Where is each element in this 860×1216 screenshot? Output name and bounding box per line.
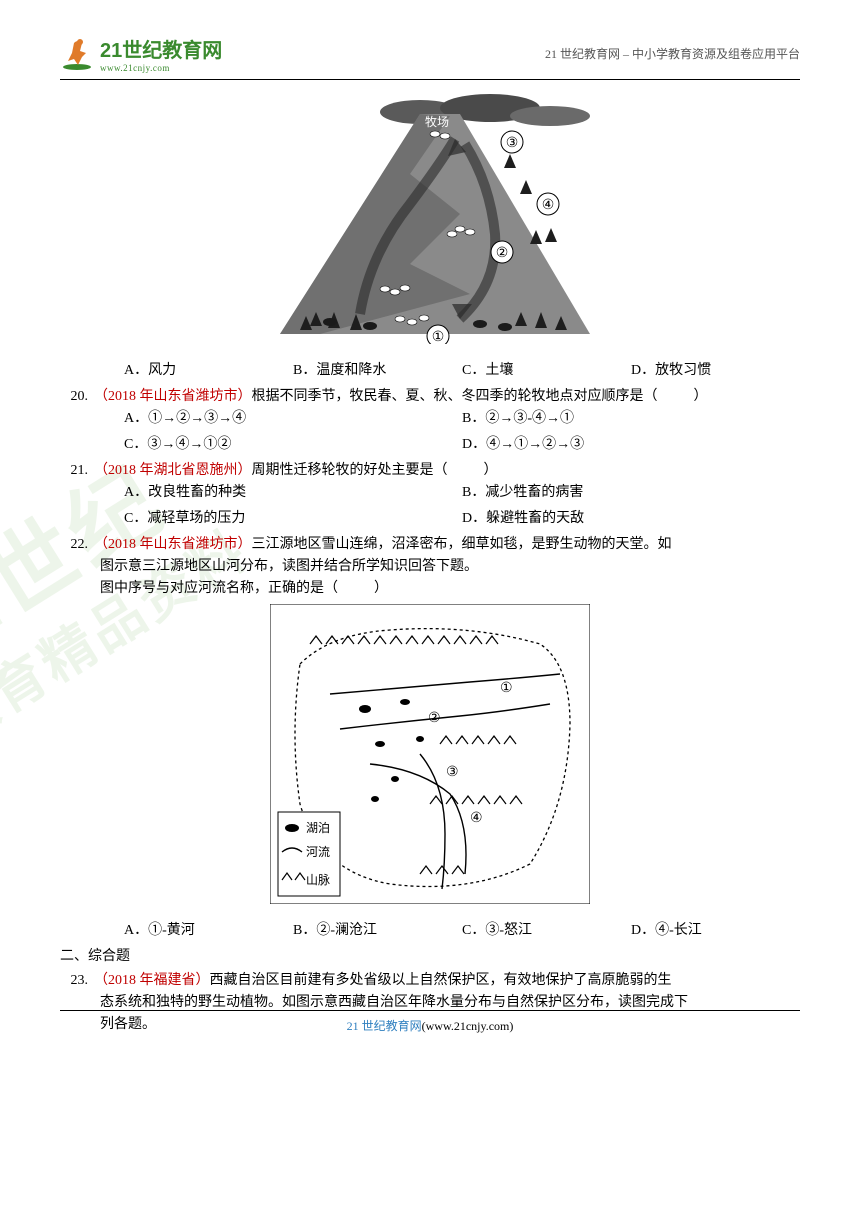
q22-opt-a: A．①-黄河 (124, 920, 293, 942)
svg-text:②: ② (428, 711, 441, 726)
q19-opt-a: A．风力 (124, 360, 293, 382)
svg-text:①: ① (500, 681, 513, 696)
q22-options: A．①-黄河 B．②-澜沧江 C．③-怒江 D．④-长江 (60, 920, 800, 942)
map-figure: ① ② ③ ④ 湖泊 河流 山脉 (60, 604, 800, 912)
q20-opt-d: D．④→①→②→③ (462, 434, 800, 456)
runner-icon (60, 37, 94, 71)
q20-opt-c: C．③→④→①② (124, 434, 462, 456)
q22-opt-c: C．③-怒江 (462, 920, 631, 942)
page-content: 21世纪教育网 www.21cnjy.com 21 世纪教育网 – 中小学教育资… (0, 0, 860, 1076)
svg-text:③: ③ (446, 765, 459, 780)
svg-text:④: ④ (542, 198, 555, 213)
q23-source: （2018 年福建省） (94, 973, 210, 988)
footer-name: 21 世纪教育网 (347, 1019, 422, 1033)
q23: 23. （2018 年福建省）西藏自治区目前建有多处省级以上自然保护区，有效地保… (60, 970, 800, 992)
svg-text:山脉: 山脉 (306, 872, 330, 887)
svg-text:④: ④ (470, 811, 483, 826)
q19-options: A．风力 B．温度和降水 C．土壤 D．放牧习惯 (60, 360, 800, 382)
q22-num: 22. (60, 534, 94, 556)
q21-text: 周期性迁移轮牧的好处主要是（ (252, 463, 448, 478)
logo-url: www.21cnjy.com (100, 63, 222, 73)
site-logo: 21世纪教育网 www.21cnjy.com (60, 34, 222, 73)
q19-opt-b: B．温度和降水 (293, 360, 462, 382)
q20-opt-b: B．②→③-④→① (462, 408, 800, 430)
q23-text1: 西藏自治区目前建有多处省级以上自然保护区，有效地保护了高原脆弱的生 (210, 973, 672, 988)
q20-num: 20. (60, 386, 94, 408)
q20-options-row1: A．①→②→③→④ B．②→③-④→① (60, 408, 800, 430)
svg-text:牧场: 牧场 (425, 115, 449, 129)
q21: 21. （2018 年湖北省恩施州）周期性迁移轮牧的好处主要是（） (60, 460, 800, 482)
svg-text:①: ① (432, 330, 445, 344)
q22-opt-b: B．②-澜沧江 (293, 920, 462, 942)
q19-opt-d: D．放牧习惯 (631, 360, 800, 382)
page-header: 21世纪教育网 www.21cnjy.com 21 世纪教育网 – 中小学教育资… (60, 34, 800, 80)
section-2-title: 二、综合题 (60, 946, 800, 968)
q22-source: （2018 年山东省潍坊市） (94, 537, 252, 552)
q21-opt-d: D．躲避牲畜的天敌 (462, 508, 800, 530)
q23-num: 23. (60, 970, 94, 992)
svg-text:②: ② (496, 246, 509, 261)
q22-opt-d: D．④-长江 (631, 920, 800, 942)
q22-text3: 图中序号与对应河流名称，正确的是（ (100, 581, 338, 596)
q21-opt-a: A．改良牲畜的种类 (124, 482, 462, 504)
logo-text: 21世纪教育网 (100, 34, 222, 63)
svg-text:③: ③ (506, 136, 519, 151)
page-footer: 21 世纪教育网(www.21cnjy.com) (60, 1010, 800, 1034)
q22: 22. （2018 年山东省潍坊市）三江源地区雪山连绵，沼泽密布，细草如毯，是野… (60, 534, 800, 556)
q21-opt-c: C．减轻草场的压力 (124, 508, 462, 530)
q21-options-row2: C．减轻草场的压力 D．躲避牲畜的天敌 (60, 508, 800, 530)
q21-options-row1: A．改良牲畜的种类 B．减少牲畜的病害 (60, 482, 800, 504)
header-subtitle: 21 世纪教育网 – 中小学教育资源及组卷应用平台 (545, 45, 800, 62)
q20-text: 根据不同季节，牧民春、夏、秋、冬四季的轮牧地点对应顺序是（ (252, 389, 658, 404)
q20-source: （2018 年山东省潍坊市） (94, 389, 252, 404)
q20-opt-a: A．①→②→③→④ (124, 408, 462, 430)
q21-source: （2018 年湖北省恩施州） (94, 463, 252, 478)
q20-options-row2: C．③→④→①② D．④→①→②→③ (60, 434, 800, 456)
q22-text2: 图示意三江源地区山河分布，读图并结合所学知识回答下题。 (60, 556, 800, 578)
svg-text:河流: 河流 (306, 845, 330, 859)
q21-opt-b: B．减少牲畜的病害 (462, 482, 800, 504)
q19-opt-c: C．土壤 (462, 360, 631, 382)
q22-text1: 三江源地区雪山连绵，沼泽密布，细草如毯，是野生动物的天堂。如 (252, 537, 672, 552)
mountain-figure: 牧场 ③ ④ ② ① (60, 94, 800, 352)
svg-text:湖泊: 湖泊 (306, 820, 330, 835)
exam-content: 牧场 ③ ④ ② ① A．风力 B．温度和降水 C．土壤 D．放牧习惯 (60, 94, 800, 1036)
q21-num: 21. (60, 460, 94, 482)
footer-url: (www.21cnjy.com) (422, 1019, 514, 1033)
q20: 20. （2018 年山东省潍坊市）根据不同季节，牧民春、夏、秋、冬四季的轮牧地… (60, 386, 800, 408)
